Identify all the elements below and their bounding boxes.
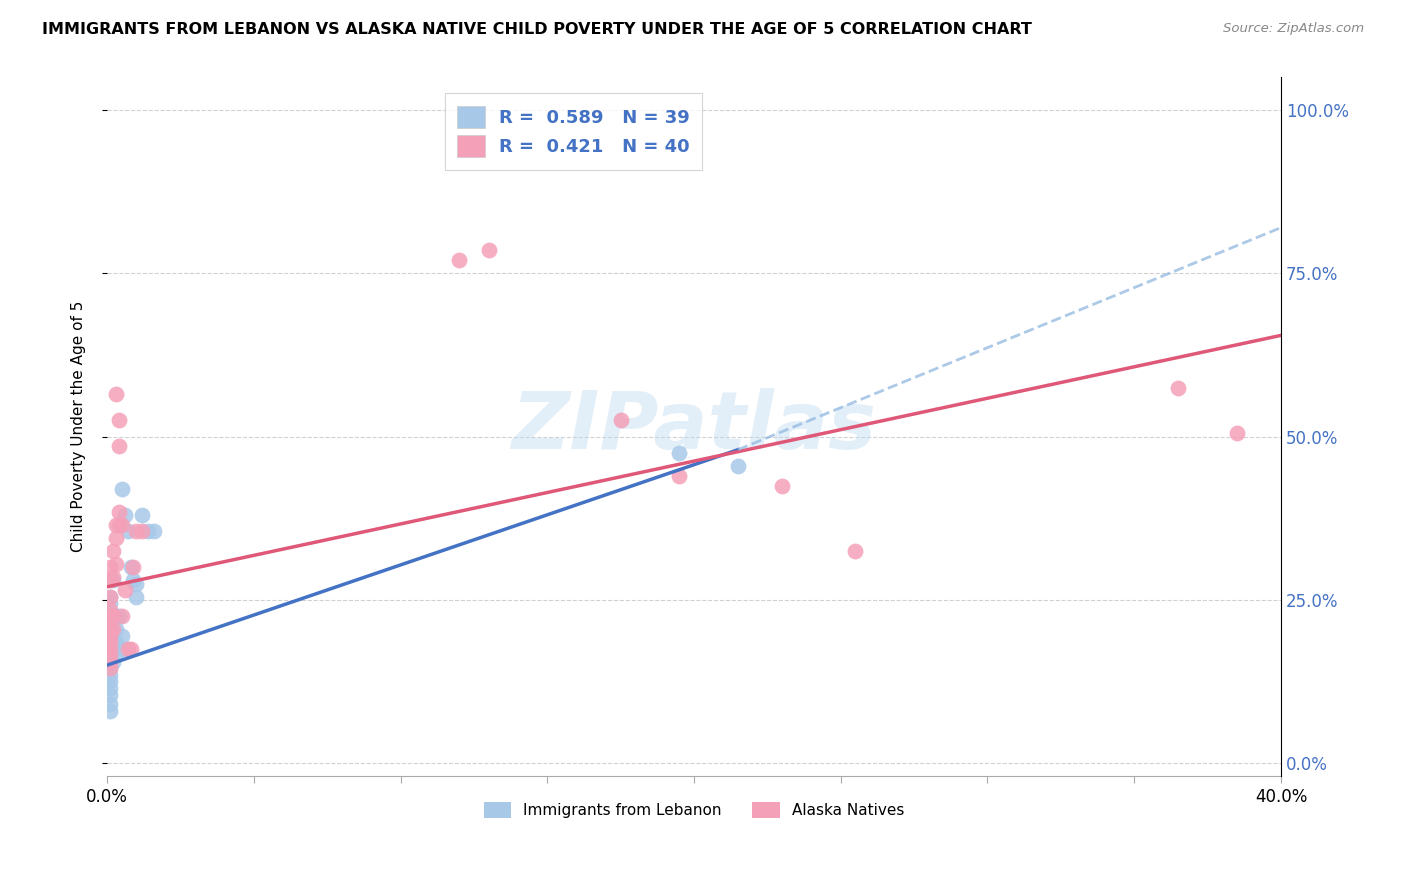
Point bbox=[131, 508, 153, 522]
Point bbox=[1167, 381, 1189, 395]
Point bbox=[111, 482, 134, 496]
Point bbox=[108, 609, 131, 624]
Point bbox=[770, 478, 793, 492]
Point bbox=[98, 655, 121, 669]
Point bbox=[136, 524, 159, 539]
Point bbox=[98, 668, 121, 682]
Point bbox=[98, 635, 121, 649]
Point bbox=[111, 609, 134, 624]
Point bbox=[98, 560, 121, 574]
Point bbox=[98, 674, 121, 689]
Point bbox=[143, 524, 166, 539]
Point bbox=[98, 629, 121, 643]
Point bbox=[98, 615, 121, 630]
Point bbox=[98, 698, 121, 712]
Point bbox=[111, 629, 134, 643]
Point bbox=[449, 253, 471, 268]
Point bbox=[104, 531, 127, 545]
Point bbox=[111, 641, 134, 656]
Point bbox=[101, 655, 124, 669]
Point bbox=[668, 468, 690, 483]
Point bbox=[101, 635, 124, 649]
Point bbox=[98, 590, 121, 604]
Point bbox=[98, 596, 121, 610]
Point bbox=[478, 244, 501, 258]
Text: Source: ZipAtlas.com: Source: ZipAtlas.com bbox=[1223, 22, 1364, 36]
Legend: Immigrants from Lebanon, Alaska Natives: Immigrants from Lebanon, Alaska Natives bbox=[478, 797, 911, 824]
Point bbox=[98, 648, 121, 663]
Y-axis label: Child Poverty Under the Age of 5: Child Poverty Under the Age of 5 bbox=[72, 301, 86, 552]
Point bbox=[98, 635, 121, 649]
Point bbox=[117, 524, 139, 539]
Point bbox=[668, 446, 690, 460]
Point bbox=[120, 560, 142, 574]
Point bbox=[98, 590, 121, 604]
Point bbox=[101, 570, 124, 584]
Point bbox=[98, 655, 121, 669]
Point bbox=[98, 622, 121, 636]
Point bbox=[101, 622, 124, 636]
Point bbox=[98, 688, 121, 702]
Point bbox=[108, 413, 131, 427]
Point bbox=[122, 574, 145, 588]
Point bbox=[1226, 426, 1249, 441]
Point bbox=[844, 544, 866, 558]
Point bbox=[125, 590, 148, 604]
Point bbox=[101, 574, 124, 588]
Point bbox=[104, 557, 127, 571]
Point bbox=[125, 524, 148, 539]
Point bbox=[108, 505, 131, 519]
Point bbox=[104, 648, 127, 663]
Point bbox=[114, 583, 136, 598]
Point bbox=[104, 635, 127, 649]
Point bbox=[98, 641, 121, 656]
Point bbox=[98, 574, 121, 588]
Point bbox=[98, 602, 121, 616]
Point bbox=[98, 629, 121, 643]
Point bbox=[727, 458, 749, 473]
Point bbox=[101, 544, 124, 558]
Text: ZIPatlas: ZIPatlas bbox=[512, 388, 876, 466]
Text: IMMIGRANTS FROM LEBANON VS ALASKA NATIVE CHILD POVERTY UNDER THE AGE OF 5 CORREL: IMMIGRANTS FROM LEBANON VS ALASKA NATIVE… bbox=[42, 22, 1032, 37]
Point bbox=[125, 576, 148, 591]
Point bbox=[98, 648, 121, 663]
Point bbox=[104, 517, 127, 532]
Point bbox=[101, 609, 124, 624]
Point bbox=[117, 641, 139, 656]
Point bbox=[609, 413, 631, 427]
Point bbox=[98, 622, 121, 636]
Point bbox=[114, 508, 136, 522]
Point bbox=[98, 609, 121, 624]
Point bbox=[98, 619, 121, 633]
Point bbox=[98, 661, 121, 675]
Point bbox=[122, 560, 145, 574]
Point bbox=[131, 524, 153, 539]
Point bbox=[104, 387, 127, 401]
Point bbox=[98, 704, 121, 718]
Point bbox=[120, 641, 142, 656]
Point bbox=[108, 517, 131, 532]
Point bbox=[111, 517, 134, 532]
Point bbox=[108, 439, 131, 453]
Point bbox=[98, 641, 121, 656]
Point bbox=[104, 609, 127, 624]
Point bbox=[98, 661, 121, 675]
Point bbox=[98, 681, 121, 695]
Point bbox=[104, 622, 127, 636]
